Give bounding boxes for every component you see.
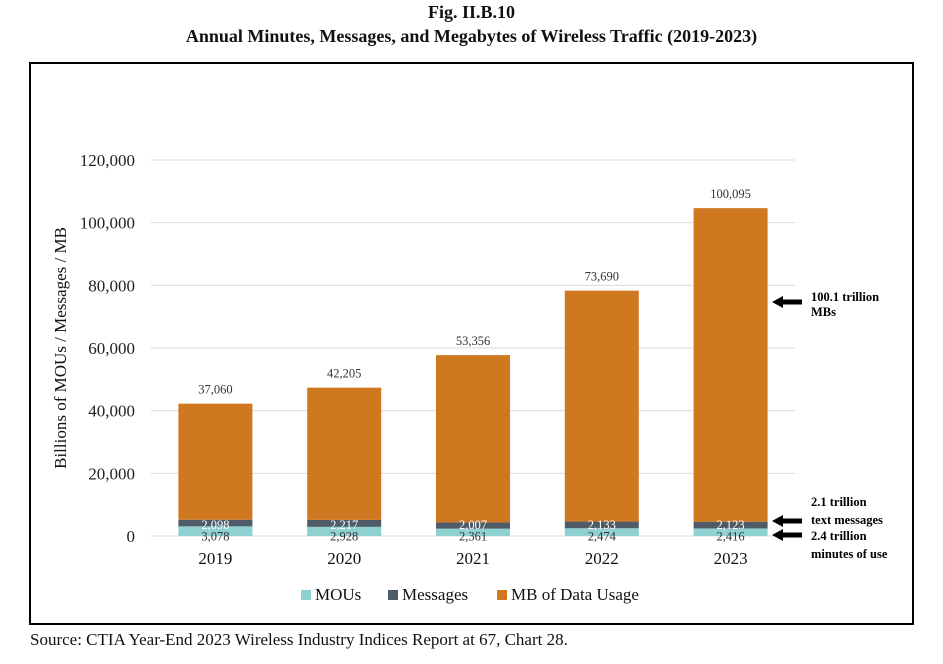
bar-messages — [564, 521, 639, 529]
figure-label: Fig. II.B.10 — [427, 2, 515, 22]
x-tick-label: 2023 — [714, 549, 748, 568]
bar-mb-of-data-usage — [178, 403, 253, 520]
chart-frame: 0 20,000 40,000 60,000 80,000 100,000 120,000 B… — [29, 62, 914, 625]
bar-mb-of-data-usage — [693, 208, 768, 522]
data-label-mous: 2,416 — [717, 530, 745, 544]
data-label-mous: 2,361 — [459, 530, 487, 544]
bar-mb-of-data-usage — [436, 355, 510, 523]
bar-mous — [307, 526, 382, 536]
data-label-messages: 2,098 — [201, 518, 229, 532]
bar-messages — [693, 521, 768, 529]
data-label-messages: 2,133 — [588, 518, 616, 532]
y-tick-label: 100,000 — [80, 214, 135, 233]
data-label-mb: 73,690 — [585, 270, 619, 284]
data-label-messages: 2,123 — [717, 518, 745, 532]
x-tick-label: 2021 — [456, 549, 490, 568]
data-label-mous: 3,078 — [201, 530, 229, 544]
bar-mb-of-data-usage — [564, 290, 639, 522]
annotation-mb-line2: MBs — [811, 305, 836, 319]
y-tick-label: 60,000 — [88, 339, 135, 358]
legend-swatch-mb-of-data-usage — [497, 590, 507, 600]
y-tick-label: 20,000 — [88, 464, 135, 483]
annotation-messages-line1: 2.1 trillion — [811, 495, 867, 509]
legend-label-mb-of-data-usage: MB of Data Usage — [511, 585, 639, 604]
source-note: Source: CTIA Year-End 2023 Wireless Indu… — [30, 630, 568, 649]
x-tick-label: 2019 — [198, 549, 232, 568]
annotation-mb-line1: 100.1 trillion — [811, 290, 879, 304]
annotation-mous-line2: minutes of use — [811, 547, 888, 561]
legend-swatch-messages — [388, 590, 398, 600]
y-tick-label: 0 — [127, 527, 136, 546]
data-label-messages: 2,007 — [459, 518, 487, 532]
bar-mous — [693, 528, 768, 536]
bar-messages — [436, 522, 510, 529]
legend-label-messages: Messages — [402, 585, 468, 604]
data-label-mous: 2,928 — [330, 530, 358, 544]
arrow-mous-icon — [772, 529, 802, 541]
y-tick-label: 40,000 — [88, 402, 135, 421]
y-axis-label: Billions of MOUs / Messages / MB — [51, 227, 70, 469]
bar-mb-of-data-usage — [307, 387, 382, 520]
data-label-messages: 2,217 — [330, 518, 358, 532]
annotation-messages-line2: text messages — [811, 513, 883, 527]
x-tick-label: 2022 — [585, 549, 619, 568]
chart-title: Annual Minutes, Messages, and Megabytes … — [185, 26, 758, 46]
bar-mous — [178, 526, 253, 536]
bar-mous — [564, 528, 639, 536]
arrow-messages-icon — [772, 515, 802, 527]
bar-messages — [178, 519, 253, 527]
data-label-mb: 42,205 — [327, 367, 361, 381]
legend-swatch-mous — [301, 590, 311, 600]
x-tick-label: 2020 — [327, 549, 361, 568]
arrow-mb-icon — [772, 296, 802, 308]
data-label-mb: 53,356 — [456, 334, 490, 348]
bar-mous — [436, 528, 510, 536]
y-tick-label: 80,000 — [88, 276, 135, 295]
chart-svg: 0 20,000 40,000 60,000 80,000 100,000 120,000 B… — [51, 151, 888, 604]
data-label-mb: 37,060 — [198, 383, 232, 397]
legend-label-mous: MOUs — [315, 585, 361, 604]
y-tick-label: 120,000 — [80, 151, 135, 170]
data-label-mb: 100,095 — [710, 187, 751, 201]
bar-messages — [307, 519, 382, 527]
data-label-mous: 2,474 — [588, 530, 617, 544]
annotation-mous-line1: 2.4 trillion — [811, 529, 867, 543]
